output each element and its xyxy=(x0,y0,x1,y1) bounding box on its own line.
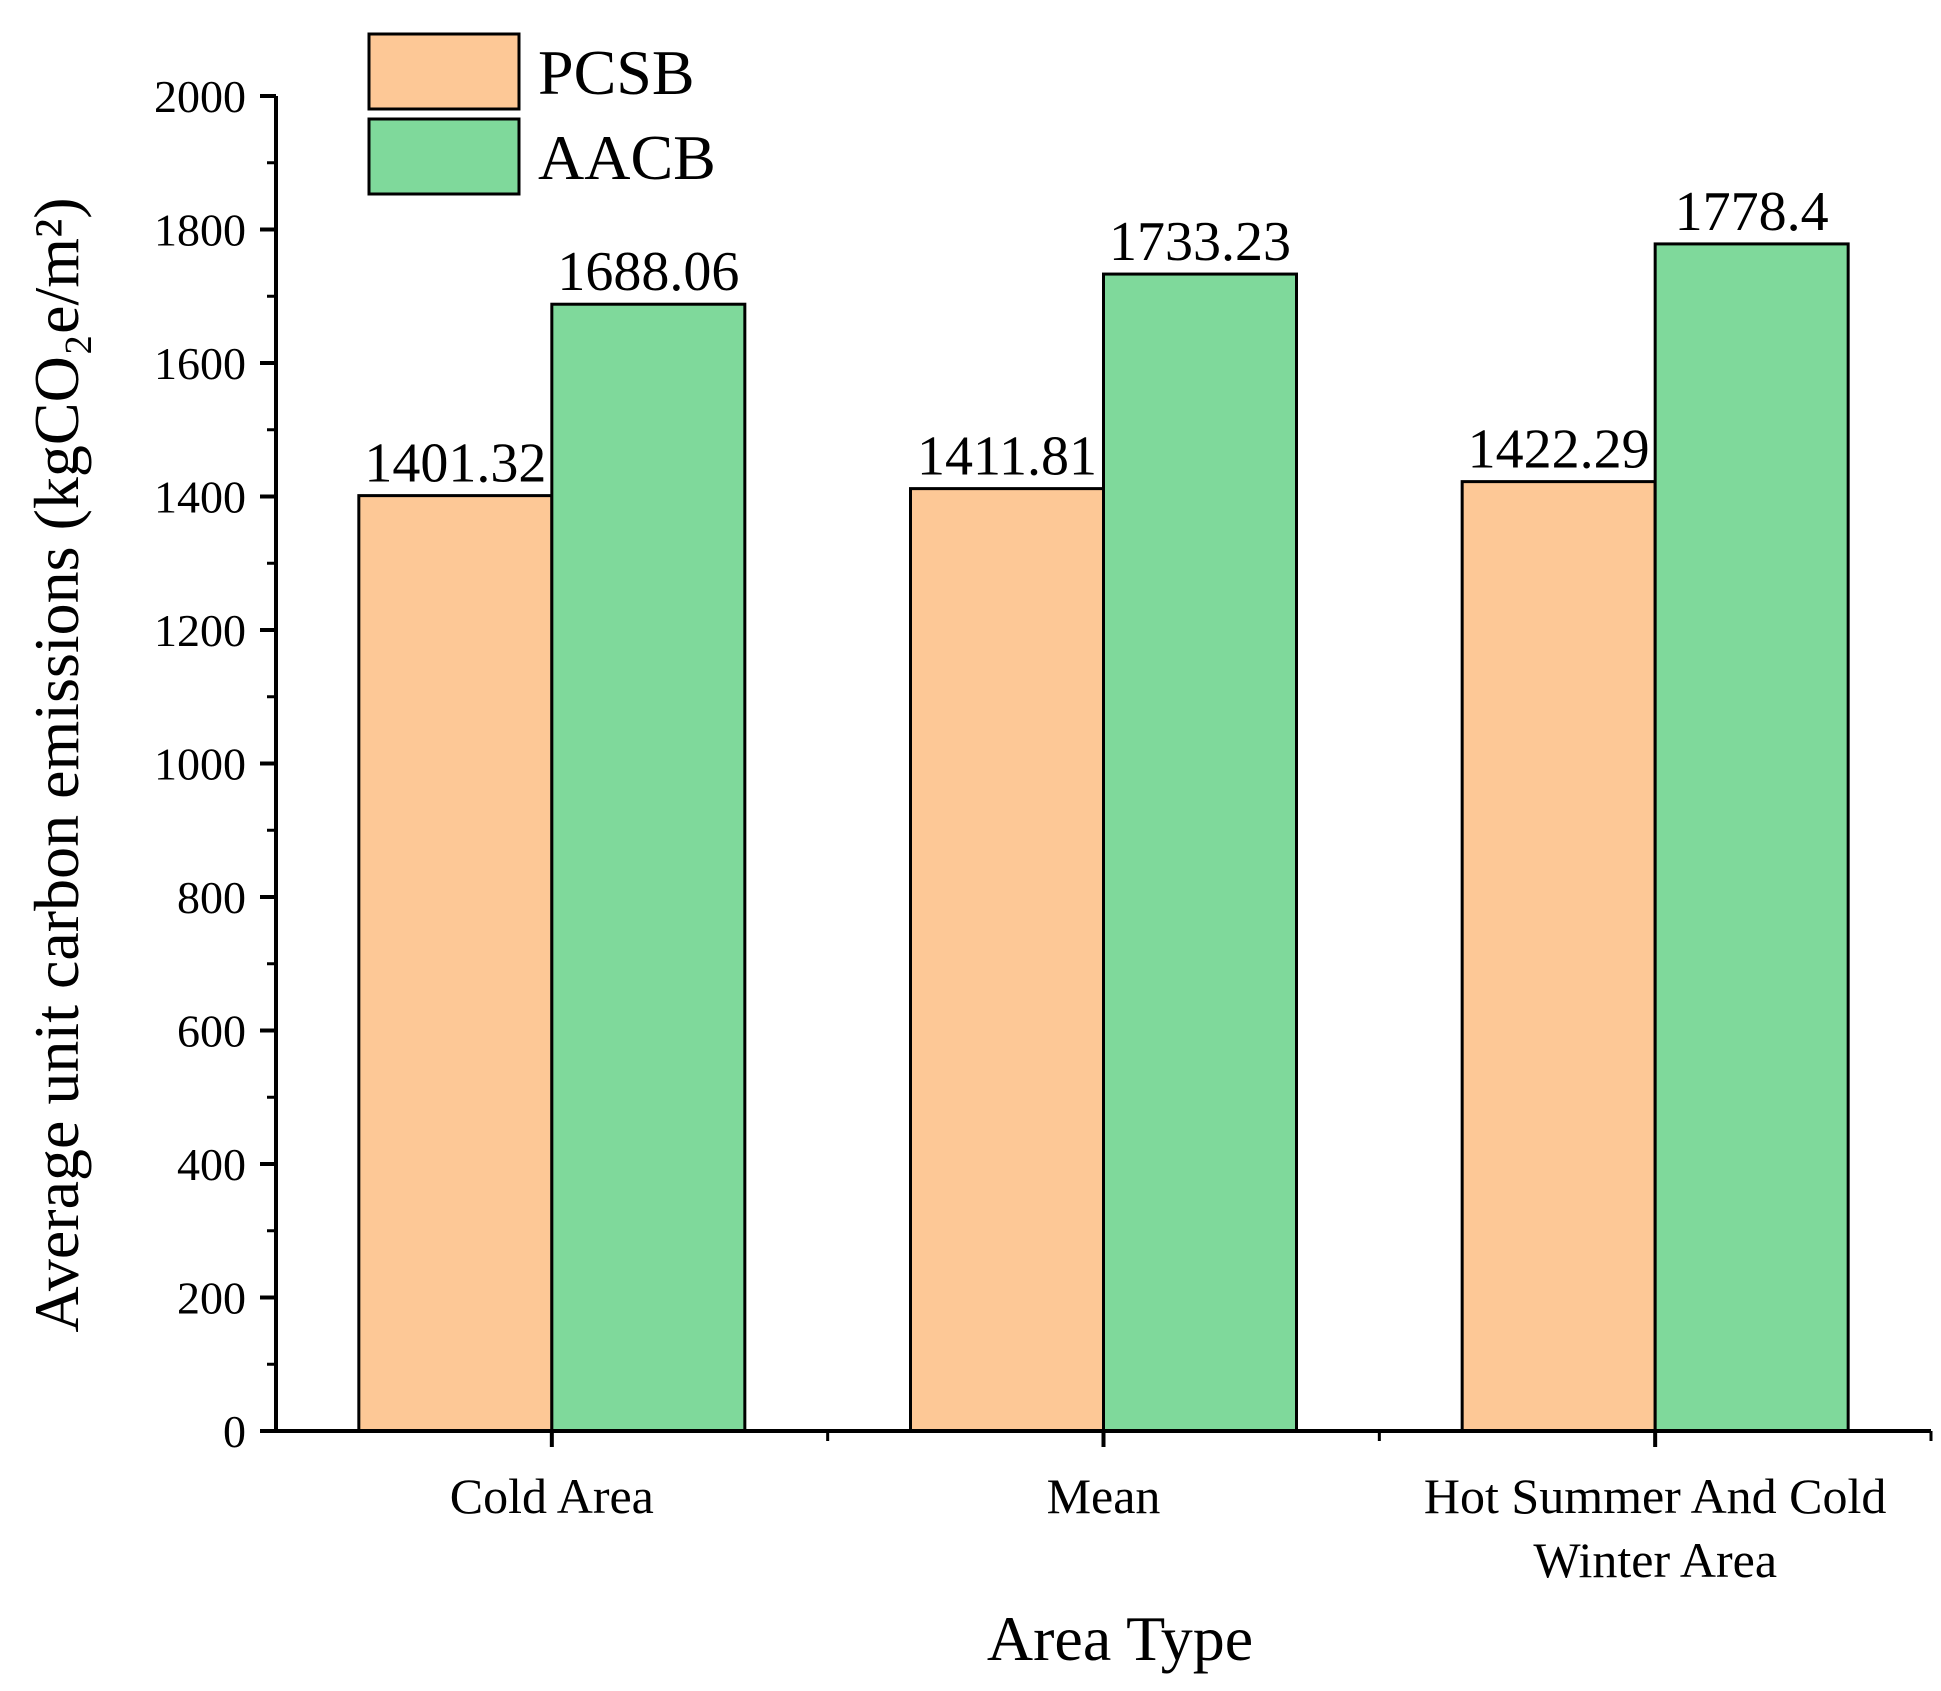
x-axis-category-labels: Cold Area Mean Hot Summer And Cold Winter A… xyxy=(450,1468,1887,1588)
x-category-label: Winter Area xyxy=(1533,1532,1777,1588)
y-tick-label: 200 xyxy=(177,1273,246,1324)
bar-pcsb xyxy=(1460,480,1657,1433)
data-label: 1688.06 xyxy=(557,241,739,303)
bar-aacb xyxy=(1102,272,1298,1433)
legend-label: PCSB xyxy=(538,37,695,108)
x-category-label: Mean xyxy=(1047,1468,1161,1524)
y-tick-label: 800 xyxy=(177,872,246,923)
bar-aacb xyxy=(1653,242,1850,1433)
y-tick-label: 1000 xyxy=(154,739,246,790)
y-tick-label: 0 xyxy=(223,1406,246,1457)
y-tick-label: 1600 xyxy=(154,338,246,389)
x-category-label: Cold Area xyxy=(450,1468,654,1524)
legend-swatch-pcsb xyxy=(367,32,521,111)
x-category-label: Hot Summer And Cold xyxy=(1424,1468,1887,1524)
y-tick-label: 1200 xyxy=(154,605,246,656)
y-tick-label: 1800 xyxy=(154,205,246,256)
y-axis-ticks xyxy=(260,94,276,1433)
y-tick-label: 600 xyxy=(177,1006,246,1057)
data-label: 1401.32 xyxy=(364,433,546,495)
data-label: 1778.4 xyxy=(1675,181,1829,243)
y-axis-title: Average unit carbon emissions (kgCO₂e/m²… xyxy=(21,197,92,1332)
bars xyxy=(357,242,1850,1433)
legend-label: AACB xyxy=(538,122,716,193)
bar-pcsb xyxy=(909,487,1105,1433)
bar-aacb xyxy=(550,302,747,1433)
y-tick-label: 400 xyxy=(177,1139,246,1190)
bar-pcsb xyxy=(357,494,554,1433)
legend: PCSB AACB xyxy=(367,32,716,196)
legend-swatch-aacb xyxy=(367,117,521,196)
data-label: 1422.29 xyxy=(1468,419,1650,481)
y-tick-label: 1400 xyxy=(154,472,246,523)
y-axis-tick-labels: 0 200 400 600 800 1000 1200 1400 1600 1800 2000 xyxy=(154,71,246,1457)
data-label: 1411.81 xyxy=(917,426,1097,488)
x-axis-ticks xyxy=(549,1431,1933,1447)
data-labels: 1401.32 1688.06 1411.81 1733.23 1422.29 1778.… xyxy=(364,181,1828,495)
data-label: 1733.23 xyxy=(1109,211,1291,273)
y-tick-label: 2000 xyxy=(154,71,246,122)
x-axis-title: Area Type xyxy=(987,1603,1253,1674)
